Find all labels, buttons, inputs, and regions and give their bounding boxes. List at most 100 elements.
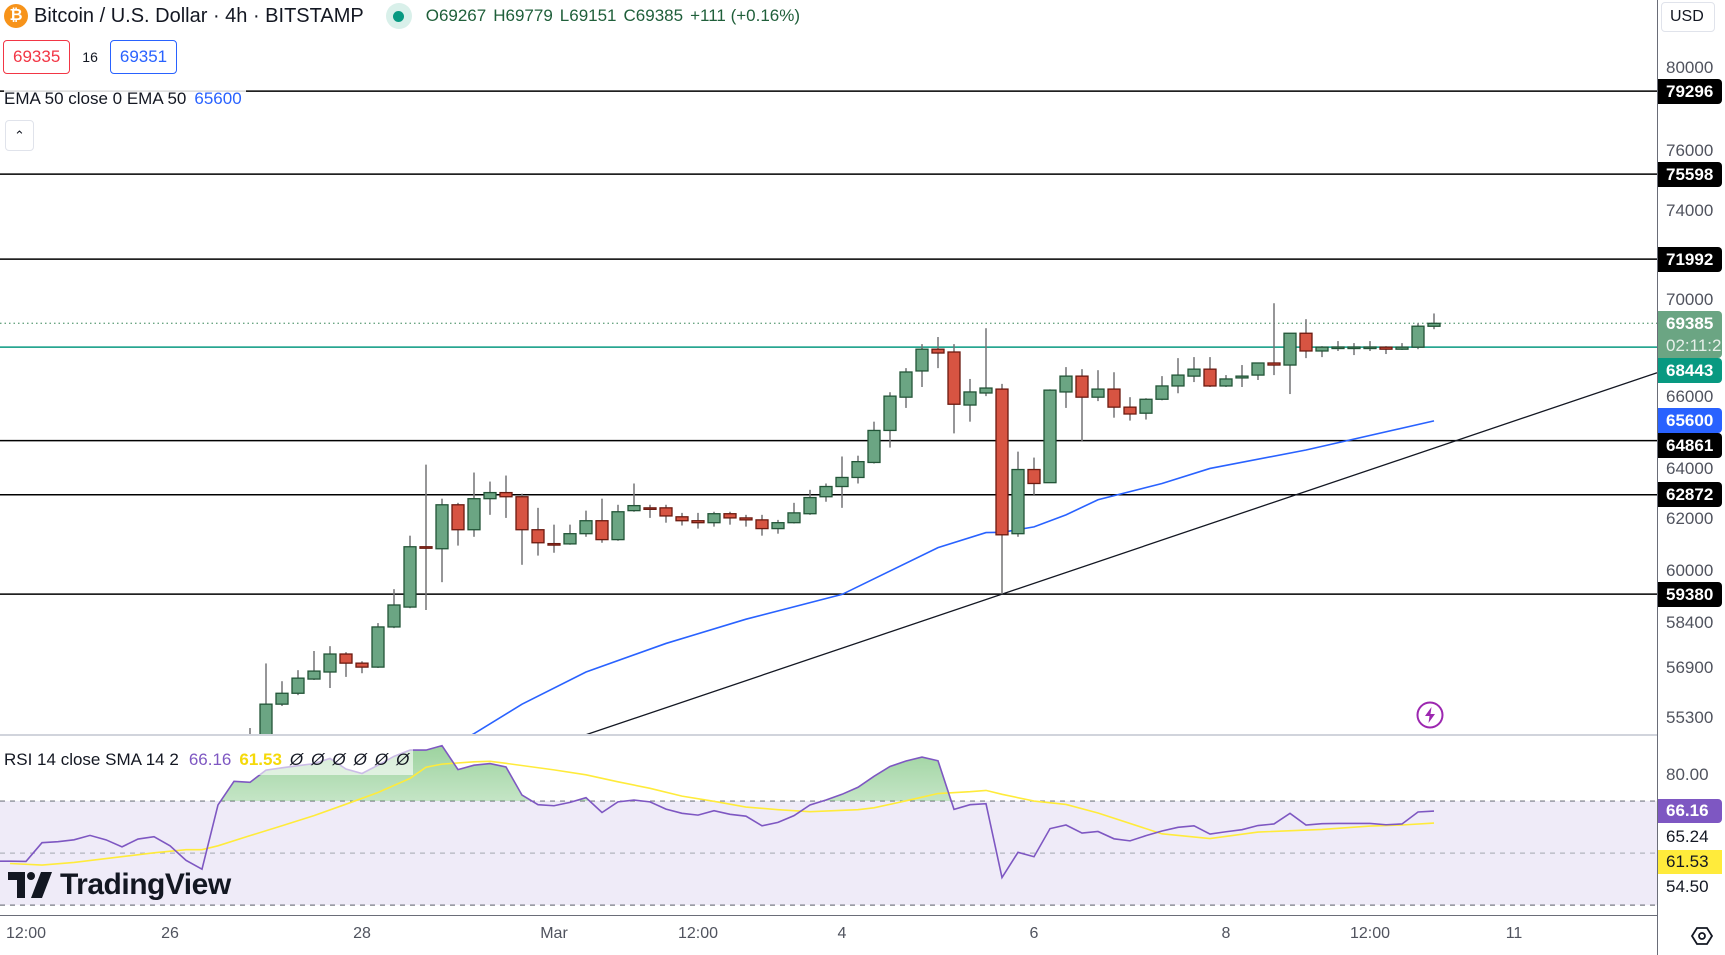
- bar-countdown: 02:11:2: [1666, 336, 1722, 356]
- candle-down: [1107, 372, 1121, 418]
- lightning-icon[interactable]: [1416, 701, 1444, 729]
- candle-down: [739, 514, 753, 527]
- price-axis-tick: 56900: [1666, 658, 1714, 678]
- market-status-indicator[interactable]: [385, 3, 412, 29]
- candle-down: [249, 728, 251, 735]
- candle-body: [259, 703, 273, 735]
- price-axis-border: [1657, 0, 1658, 955]
- candle-down: [531, 507, 545, 556]
- candle-up: [1315, 346, 1329, 358]
- price-label-value: 62872: [1666, 485, 1714, 505]
- price-axis-tick: 76000: [1666, 140, 1714, 160]
- spread-value: 16: [82, 49, 98, 65]
- price-axis-tick: 62000: [1666, 509, 1714, 529]
- tradingview-logo[interactable]: TradingView: [8, 868, 231, 902]
- candle-body: [451, 504, 465, 531]
- market-open-dot-icon: [393, 10, 405, 22]
- candle-body: [387, 604, 401, 628]
- candle-body: [675, 516, 689, 522]
- candle-up: [1427, 313, 1441, 330]
- candle-up: [1059, 367, 1073, 408]
- rsi-line: [0, 744, 1435, 880]
- candle-body: [1203, 368, 1217, 387]
- candle-body: [339, 653, 353, 664]
- candle-body: [787, 512, 801, 524]
- buy-button[interactable]: 69351: [109, 40, 178, 74]
- candle-body: [1139, 398, 1153, 414]
- candle-body: [691, 520, 705, 524]
- candle-body: [563, 533, 577, 545]
- price-label-value: 69385: [1666, 314, 1714, 334]
- sell-button[interactable]: 69335: [3, 40, 71, 74]
- price-label-value: 79296: [1666, 81, 1714, 101]
- candle-body: [1123, 406, 1137, 415]
- rsi-axis-tick: 80.00: [1666, 765, 1709, 784]
- candle-up: [787, 502, 801, 524]
- candle-body: [371, 626, 385, 668]
- candle-body: [835, 476, 849, 488]
- settings-icon[interactable]: [1690, 924, 1714, 948]
- symbol-header: ₿ Bitcoin / U.S. Dollar · 4h · BITSTAMP …: [4, 3, 807, 29]
- candle-body: [819, 485, 833, 498]
- time-axis-border: [0, 915, 1657, 916]
- na-value: Ø: [311, 750, 325, 769]
- pane-separator[interactable]: [0, 734, 1657, 736]
- candle-up: [579, 510, 593, 537]
- candle-up: [1187, 357, 1201, 383]
- ohlc-values: O69267 H69779 L69151 C69385 +111 (+0.16%): [426, 6, 807, 26]
- candle-up: [1219, 375, 1233, 388]
- rsi-overbought-fill: [10, 745, 1434, 802]
- open-value: O69267: [425, 6, 487, 25]
- price-axis-tick: 70000: [1666, 290, 1714, 310]
- candle-body: [611, 511, 625, 541]
- candle-body: [1075, 375, 1089, 398]
- time-axis-tick: 12:00: [5, 925, 47, 942]
- candle-up: [387, 589, 401, 629]
- na-value: Ø: [353, 750, 367, 769]
- rsi-legend-value: 66.16: [188, 750, 232, 769]
- candle-down: [595, 498, 609, 543]
- candle-up: [1139, 398, 1153, 420]
- candle-body: [1331, 346, 1345, 350]
- candle-body: [1363, 346, 1377, 350]
- candle-down: [1027, 457, 1041, 495]
- candle-up: [1235, 365, 1249, 388]
- trendline: [584, 372, 1657, 735]
- chevron-up-icon: ⌃: [14, 127, 25, 143]
- collapse-legend-button[interactable]: ⌃: [5, 120, 34, 151]
- candle-down: [947, 344, 961, 434]
- price-label-value: 65600: [1666, 411, 1714, 431]
- bitcoin-icon: ₿: [4, 4, 28, 28]
- candle-up: [915, 344, 929, 388]
- candle-down: [515, 493, 529, 565]
- currency-button[interactable]: USD: [1661, 2, 1715, 32]
- candle-up: [803, 489, 817, 515]
- candle-body: [627, 504, 641, 512]
- close-value: C69385: [623, 6, 684, 25]
- rsi-pane[interactable]: [0, 735, 1657, 915]
- candle-down: [1203, 357, 1217, 388]
- rsi-legend-label: RSI 14 close SMA 14 2: [4, 750, 179, 769]
- candle-body: [275, 692, 289, 705]
- rsi-legend[interactable]: RSI 14 close SMA 14 2 66.16 61.53 Ø Ø Ø …: [0, 745, 414, 775]
- symbol-title[interactable]: Bitcoin / U.S. Dollar · 4h · BITSTAMP: [34, 4, 364, 27]
- candle-body: [947, 351, 961, 405]
- price-pane[interactable]: [0, 0, 1657, 735]
- candle-down: [547, 524, 561, 553]
- time-axis-tick: Mar: [540, 925, 568, 942]
- candle-body: [595, 520, 609, 541]
- ema-legend-value: 65600: [194, 89, 242, 108]
- candle-body: [1315, 346, 1329, 352]
- candle-up: [611, 504, 625, 541]
- na-value: Ø: [332, 750, 346, 769]
- candle-body: [403, 546, 417, 608]
- candle-body: [467, 498, 481, 531]
- candle-up: [883, 392, 897, 448]
- candle-up: [291, 670, 305, 696]
- candle-down: [995, 383, 1009, 595]
- ema-legend-label: EMA 50 close 0 EMA 50: [4, 89, 187, 108]
- level-price-label: 75598: [1658, 161, 1722, 187]
- candle-body: [1187, 368, 1201, 377]
- price-axis-tick: 60000: [1666, 560, 1714, 580]
- ema-legend[interactable]: EMA 50 close 0 EMA 50 65600: [4, 89, 246, 109]
